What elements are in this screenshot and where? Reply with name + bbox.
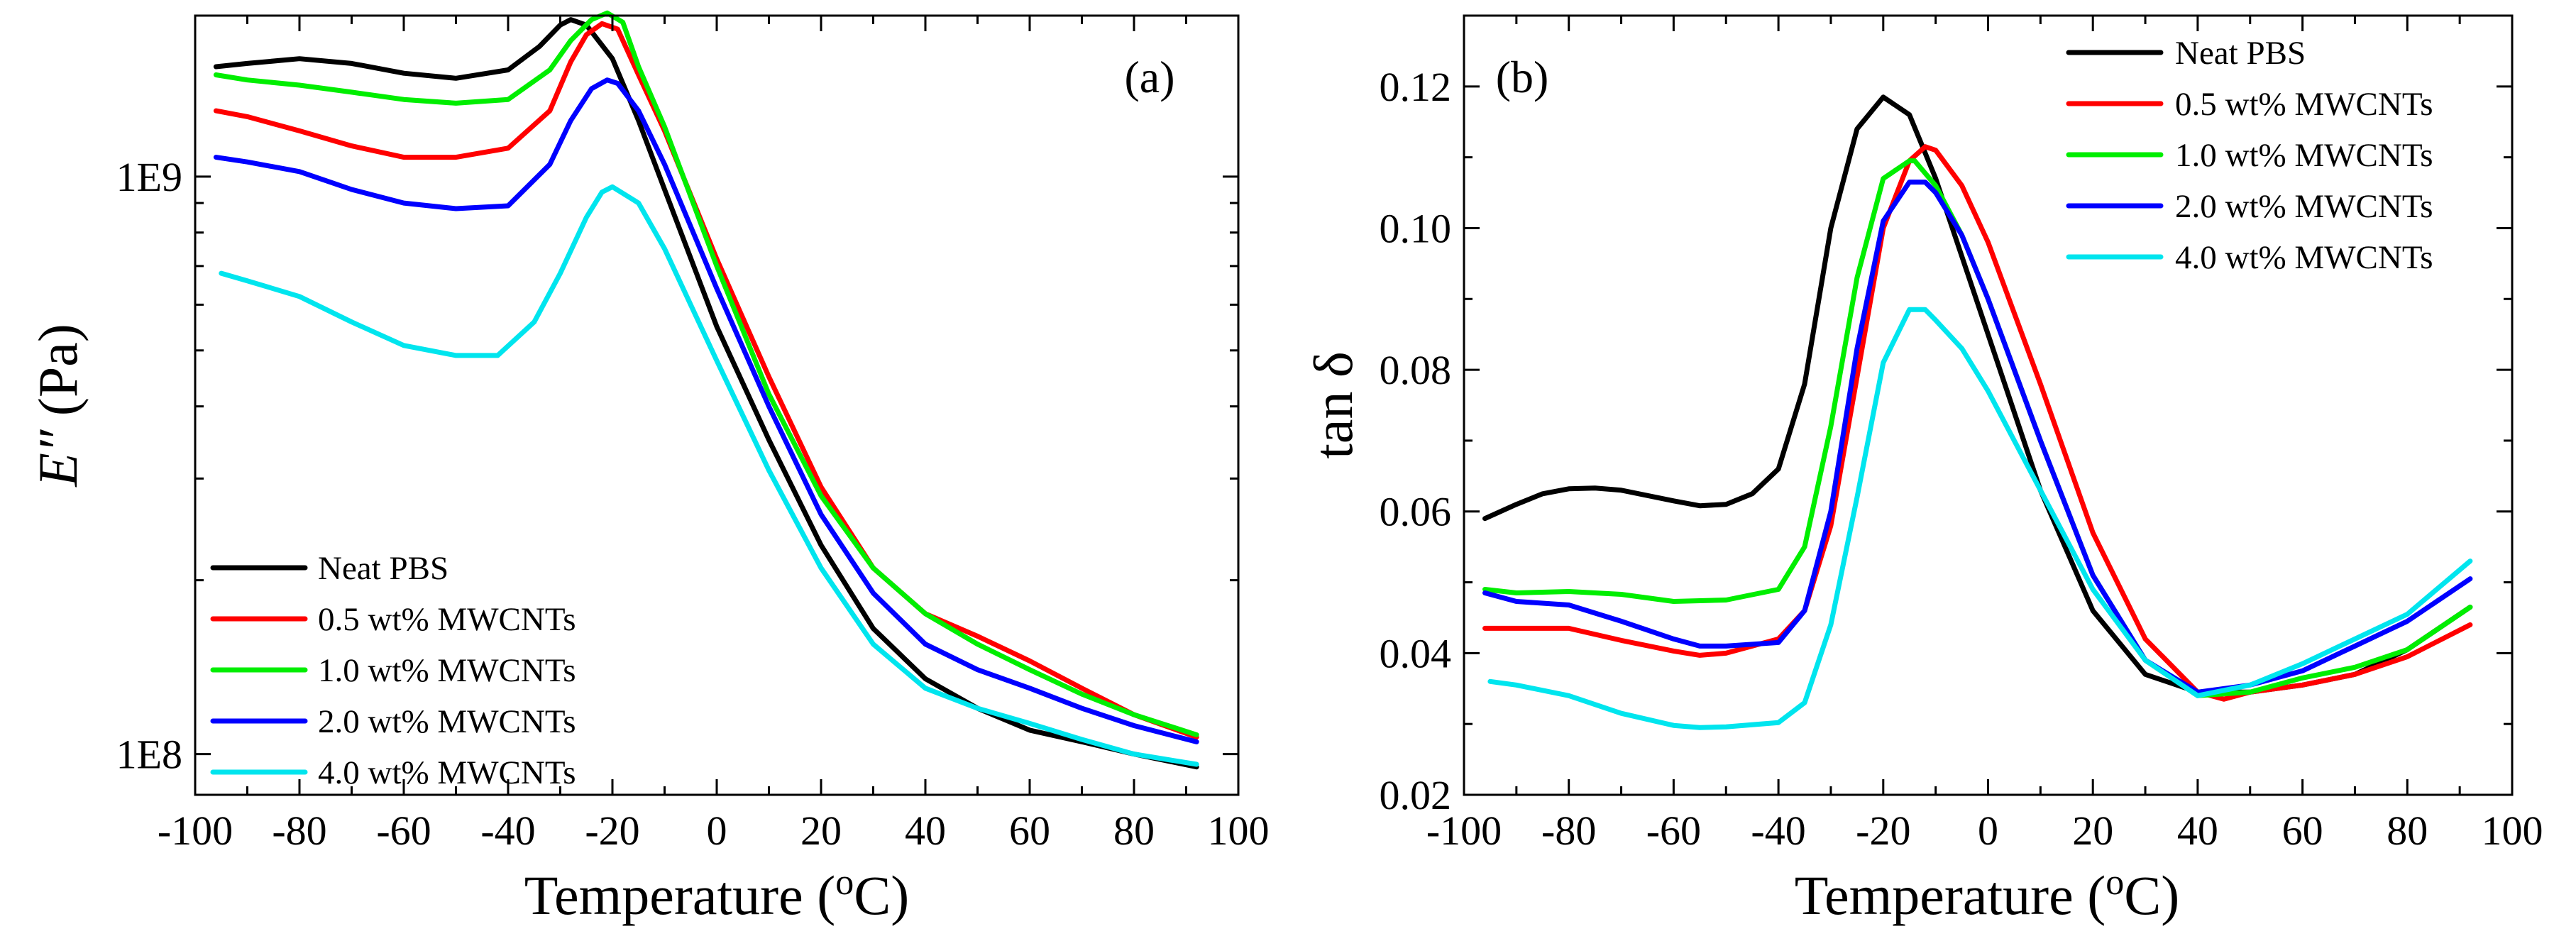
panel-a-x-tick-label: -80 bbox=[272, 808, 326, 854]
panel-b-x-title-degree: o bbox=[2106, 862, 2124, 903]
panel-b-legend: Neat PBS 0.5 wt% MWCNTs 1.0 wt% MWCNTs 2.0 … bbox=[2066, 35, 2433, 276]
panel-a-x-tick-label: 60 bbox=[1009, 808, 1050, 854]
panel-a-x-title-suffix: C) bbox=[854, 864, 909, 926]
panel-a-x-axis-title: Temperature (oC) bbox=[524, 862, 909, 927]
panel-a-x-tick-label: 40 bbox=[905, 808, 946, 854]
panel-b-series-line-1 bbox=[1482, 144, 2473, 702]
panel-a-y-tick-label: 1E8 bbox=[116, 732, 182, 778]
panel-b-y-tick-label: 0.06 bbox=[1380, 489, 1452, 535]
panel-b-series-line-0 bbox=[1482, 94, 2473, 695]
panel-a-x-tick-label: -40 bbox=[480, 808, 535, 854]
panel-b-series bbox=[1482, 94, 2473, 730]
panel-a-legend-label-2: 1.0 wt% MWCNTs bbox=[318, 652, 576, 689]
panel-a-y-tick-label: 1E9 bbox=[116, 154, 182, 200]
panel-a-y-title-unit: (Pa) bbox=[27, 324, 89, 429]
panel-b-x-tick-label: 0 bbox=[1978, 808, 1998, 854]
panel-b-x-tick-label: -80 bbox=[1541, 808, 1596, 854]
panel-a-legend-label-4: 4.0 wt% MWCNTs bbox=[318, 754, 576, 791]
panel-b-legend-label-2: 1.0 wt% MWCNTs bbox=[2175, 137, 2433, 174]
panel-b-legend-label-3: 2.0 wt% MWCNTs bbox=[2175, 188, 2433, 225]
panel-a-series-line-1 bbox=[213, 21, 1199, 740]
panel-a-x-tick-label: 80 bbox=[1113, 808, 1155, 854]
panel-b-x-tick-label: -60 bbox=[1646, 808, 1701, 854]
panel-a-x-tick-label: -100 bbox=[158, 808, 233, 854]
panel-b-x-ticks: -100 -80 -60 -40 -20 0 20 40 60 80 100 bbox=[1426, 16, 2543, 854]
panel-a-background bbox=[0, 0, 1284, 941]
panel-b-x-tick-label: 60 bbox=[2282, 808, 2323, 854]
panel-a-series-line-2 bbox=[213, 10, 1199, 737]
panel-b-x-tick-label: -40 bbox=[1751, 808, 1805, 854]
panel-a-legend-label-0: Neat PBS bbox=[318, 550, 448, 587]
panel-b-x-tick-label: -20 bbox=[1856, 808, 1910, 854]
panel-a-x-ticks: -100 -80 -60 -40 -20 0 20 40 60 80 100 bbox=[158, 16, 1270, 854]
panel-b-x-axis-title: Temperature (oC) bbox=[1795, 862, 2179, 927]
panel-b-label: (b) bbox=[1496, 52, 1549, 102]
panel-b-x-tick-label: 80 bbox=[2387, 808, 2428, 854]
panel-a-x-tick-label: 20 bbox=[800, 808, 842, 854]
panel-b-x-title-prefix: Temperature ( bbox=[1795, 864, 2106, 926]
panel-a-x-title-degree: o bbox=[835, 862, 854, 903]
panel-a-x-tick-label: -60 bbox=[376, 808, 431, 854]
panel-b-series-line-4 bbox=[1487, 307, 2473, 730]
panel-b-x-tick-label: 20 bbox=[2072, 808, 2113, 854]
panel-a-x-tick-label: -20 bbox=[585, 808, 639, 854]
panel-a-legend-label-3: 2.0 wt% MWCNTs bbox=[318, 703, 576, 740]
panel-b-x-tick-label: -100 bbox=[1426, 808, 1502, 854]
panel-b-y-tick-label: 0.10 bbox=[1380, 205, 1452, 251]
panel-a-legend: Neat PBS 0.5 wt% MWCNTs 1.0 wt% MWCNTs 2.0 … bbox=[210, 550, 576, 791]
panel-b-y-axis-title: tan δ bbox=[1302, 351, 1364, 459]
panel-b-y-ticks: 0.02 0.04 0.06 0.08 0.10 0.12 bbox=[1380, 64, 2512, 818]
panel-b-x-tick-label: 40 bbox=[2177, 808, 2218, 854]
panel-b-y-tick-label: 0.04 bbox=[1380, 630, 1452, 676]
panel-b-plot-frame bbox=[1463, 14, 2514, 796]
panel-b-y-tick-label: 0.08 bbox=[1380, 347, 1452, 393]
panel-a-legend-label-1: 0.5 wt% MWCNTs bbox=[318, 601, 576, 638]
panel-a-y-axis-title: E″ (Pa) bbox=[27, 324, 89, 488]
panel-a-series-line-3 bbox=[213, 77, 1199, 744]
panel-b-y-tick-label: 0.12 bbox=[1380, 64, 1452, 110]
panel-b-tan-delta-chart: -100 -80 -60 -40 -20 0 20 40 60 80 100 0.020.040.0… bbox=[1302, 14, 2543, 927]
panel-b-legend-label-0: Neat PBS bbox=[2175, 35, 2306, 72]
panel-a-series bbox=[213, 10, 1199, 770]
panel-b-series-line-2 bbox=[1482, 158, 2473, 698]
panel-a-x-tick-label: 0 bbox=[707, 808, 727, 854]
panel-a-y-ticks: 1E8 1E9 bbox=[116, 154, 1238, 778]
panel-a-x-tick-label: 100 bbox=[1208, 808, 1270, 854]
panel-b-x-tick-label: 100 bbox=[2482, 808, 2543, 854]
panel-b-x-title-suffix: C) bbox=[2124, 864, 2179, 926]
panel-a-x-title-prefix: Temperature ( bbox=[524, 864, 835, 926]
panel-a-series-line-4 bbox=[219, 184, 1199, 767]
panel-b-y-tick-label: 0.02 bbox=[1380, 772, 1452, 818]
panel-b-legend-label-4: 4.0 wt% MWCNTs bbox=[2175, 239, 2433, 276]
panel-a-label: (a) bbox=[1124, 52, 1174, 102]
panel-a-y-title-symbol: E″ bbox=[27, 429, 89, 488]
panel-b-legend-label-1: 0.5 wt% MWCNTs bbox=[2175, 86, 2433, 123]
